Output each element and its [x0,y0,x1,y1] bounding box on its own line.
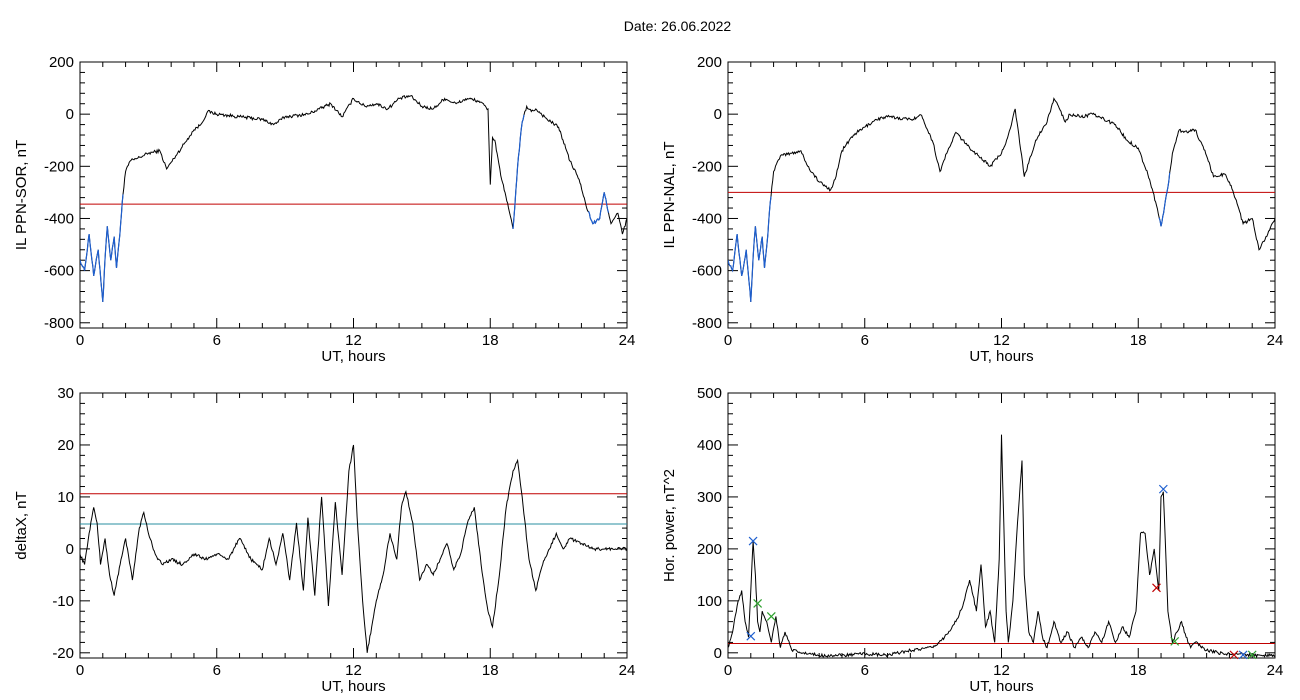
x-tick-label: 24 [1267,662,1284,679]
y-tick-label: 30 [57,385,74,402]
y-tick-label: 200 [697,54,722,71]
date-label: Date: [623,18,658,34]
date-value: 26.06.2022 [661,18,732,34]
x-marker [1229,650,1239,660]
x-marker [1158,484,1168,494]
y-tick-label: -600 [692,263,722,280]
x-marker [1152,583,1161,593]
y-tick-label: 20 [57,437,74,454]
series-line [728,97,1275,302]
y-tick-label: 0 [714,106,722,123]
y-tick-label: 500 [697,385,722,402]
x-axis-label: UT, hours [969,348,1033,365]
x-tick-label: 0 [724,662,732,679]
data-area [80,95,627,302]
y-tick-label: -200 [692,158,722,175]
y-axis-label: IL PPN-SOR, nT [13,140,30,250]
highlight-segment [1158,172,1171,227]
x-marker [753,599,763,608]
x-tick-label: 12 [345,332,362,349]
highlight-segment [80,194,124,302]
x-tick-label: 24 [619,332,636,349]
x-tick-label: 6 [213,332,221,349]
x-tick-label: 6 [861,662,869,679]
series-line [80,95,627,302]
x-marker [1170,636,1180,646]
y-tick-label: 0 [66,541,74,558]
x-marker [1238,650,1248,660]
y-tick-label: -400 [692,210,722,227]
x-axis-label: UT, hours [321,348,385,365]
plot-frame [79,392,628,659]
x-tick-label: 6 [861,332,869,349]
x-axis-label: UT, hours [969,678,1033,695]
x-tick-label: 12 [345,662,362,679]
x-tick-label: 0 [76,662,84,679]
x-tick-label: 0 [76,332,84,349]
x-tick-label: 12 [993,332,1010,349]
y-tick-label: 10 [57,489,74,506]
y-tick-label: 100 [697,593,722,610]
figure-date-title: Date: 26.06.2022 [0,18,1300,34]
chart-panel-p2: 0 6 12 18 24 -800 -600 -400 -200 0 200 UT, hours IL … [661,54,1283,365]
x-tick-label: 12 [993,662,1010,679]
highlight-segment [512,114,525,229]
y-tick-label: 0 [66,106,74,123]
highlight-segment [728,196,772,302]
x-tick-label: 0 [724,332,732,349]
x-tick-label: 24 [619,662,636,679]
y-tick-label: -10 [52,593,74,610]
chart-panel-p1: 0 6 12 18 24 -800 -600 -400 -200 0 200 UT, hours IL … [13,54,635,365]
x-tick-label: 24 [1267,332,1284,349]
y-tick-label: 200 [49,54,74,71]
data-area [80,444,627,653]
series-line [728,434,1275,658]
x-marker [746,631,756,641]
x-tick-label: 18 [1130,662,1147,679]
x-tick-label: 6 [213,662,221,679]
x-tick-label: 18 [482,332,499,349]
x-axis-label: UT, hours [321,678,385,695]
x-tick-label: 18 [482,662,499,679]
y-axis-label: deltaX, nT [13,491,30,559]
y-tick-label: -800 [44,315,74,332]
x-marker [1247,650,1257,660]
y-tick-label: 200 [697,541,722,558]
y-tick-label: -600 [44,263,74,280]
x-marker [766,612,776,621]
y-tick-label: -400 [44,210,74,227]
y-tick-label: 0 [714,645,722,662]
y-tick-label: -200 [44,158,74,175]
y-tick-label: 400 [697,437,722,454]
plot-frame [727,392,1276,659]
y-tick-label: -800 [692,315,722,332]
y-axis-label: Hor. power, nT^2 [661,469,678,582]
highlight-segment [587,192,610,225]
plot-frame [727,61,1276,329]
y-axis-label: IL PPN-NAL, nT [661,142,678,249]
data-area [728,97,1275,302]
x-tick-label: 18 [1130,332,1147,349]
plot-frame [79,61,628,329]
data-area [728,434,1275,658]
chart-panel-p3: 0 6 12 18 24 -20 -10 0 10 20 30 UT, hours deltaX, nT [13,385,635,695]
y-tick-label: 300 [697,489,722,506]
y-tick-label: -20 [52,645,74,662]
chart-panel-p4: 0 6 12 18 24 0 100 200 300 400 500 UT, hours Hor. po… [661,385,1283,695]
x-marker [748,536,758,546]
series-line [80,444,627,653]
